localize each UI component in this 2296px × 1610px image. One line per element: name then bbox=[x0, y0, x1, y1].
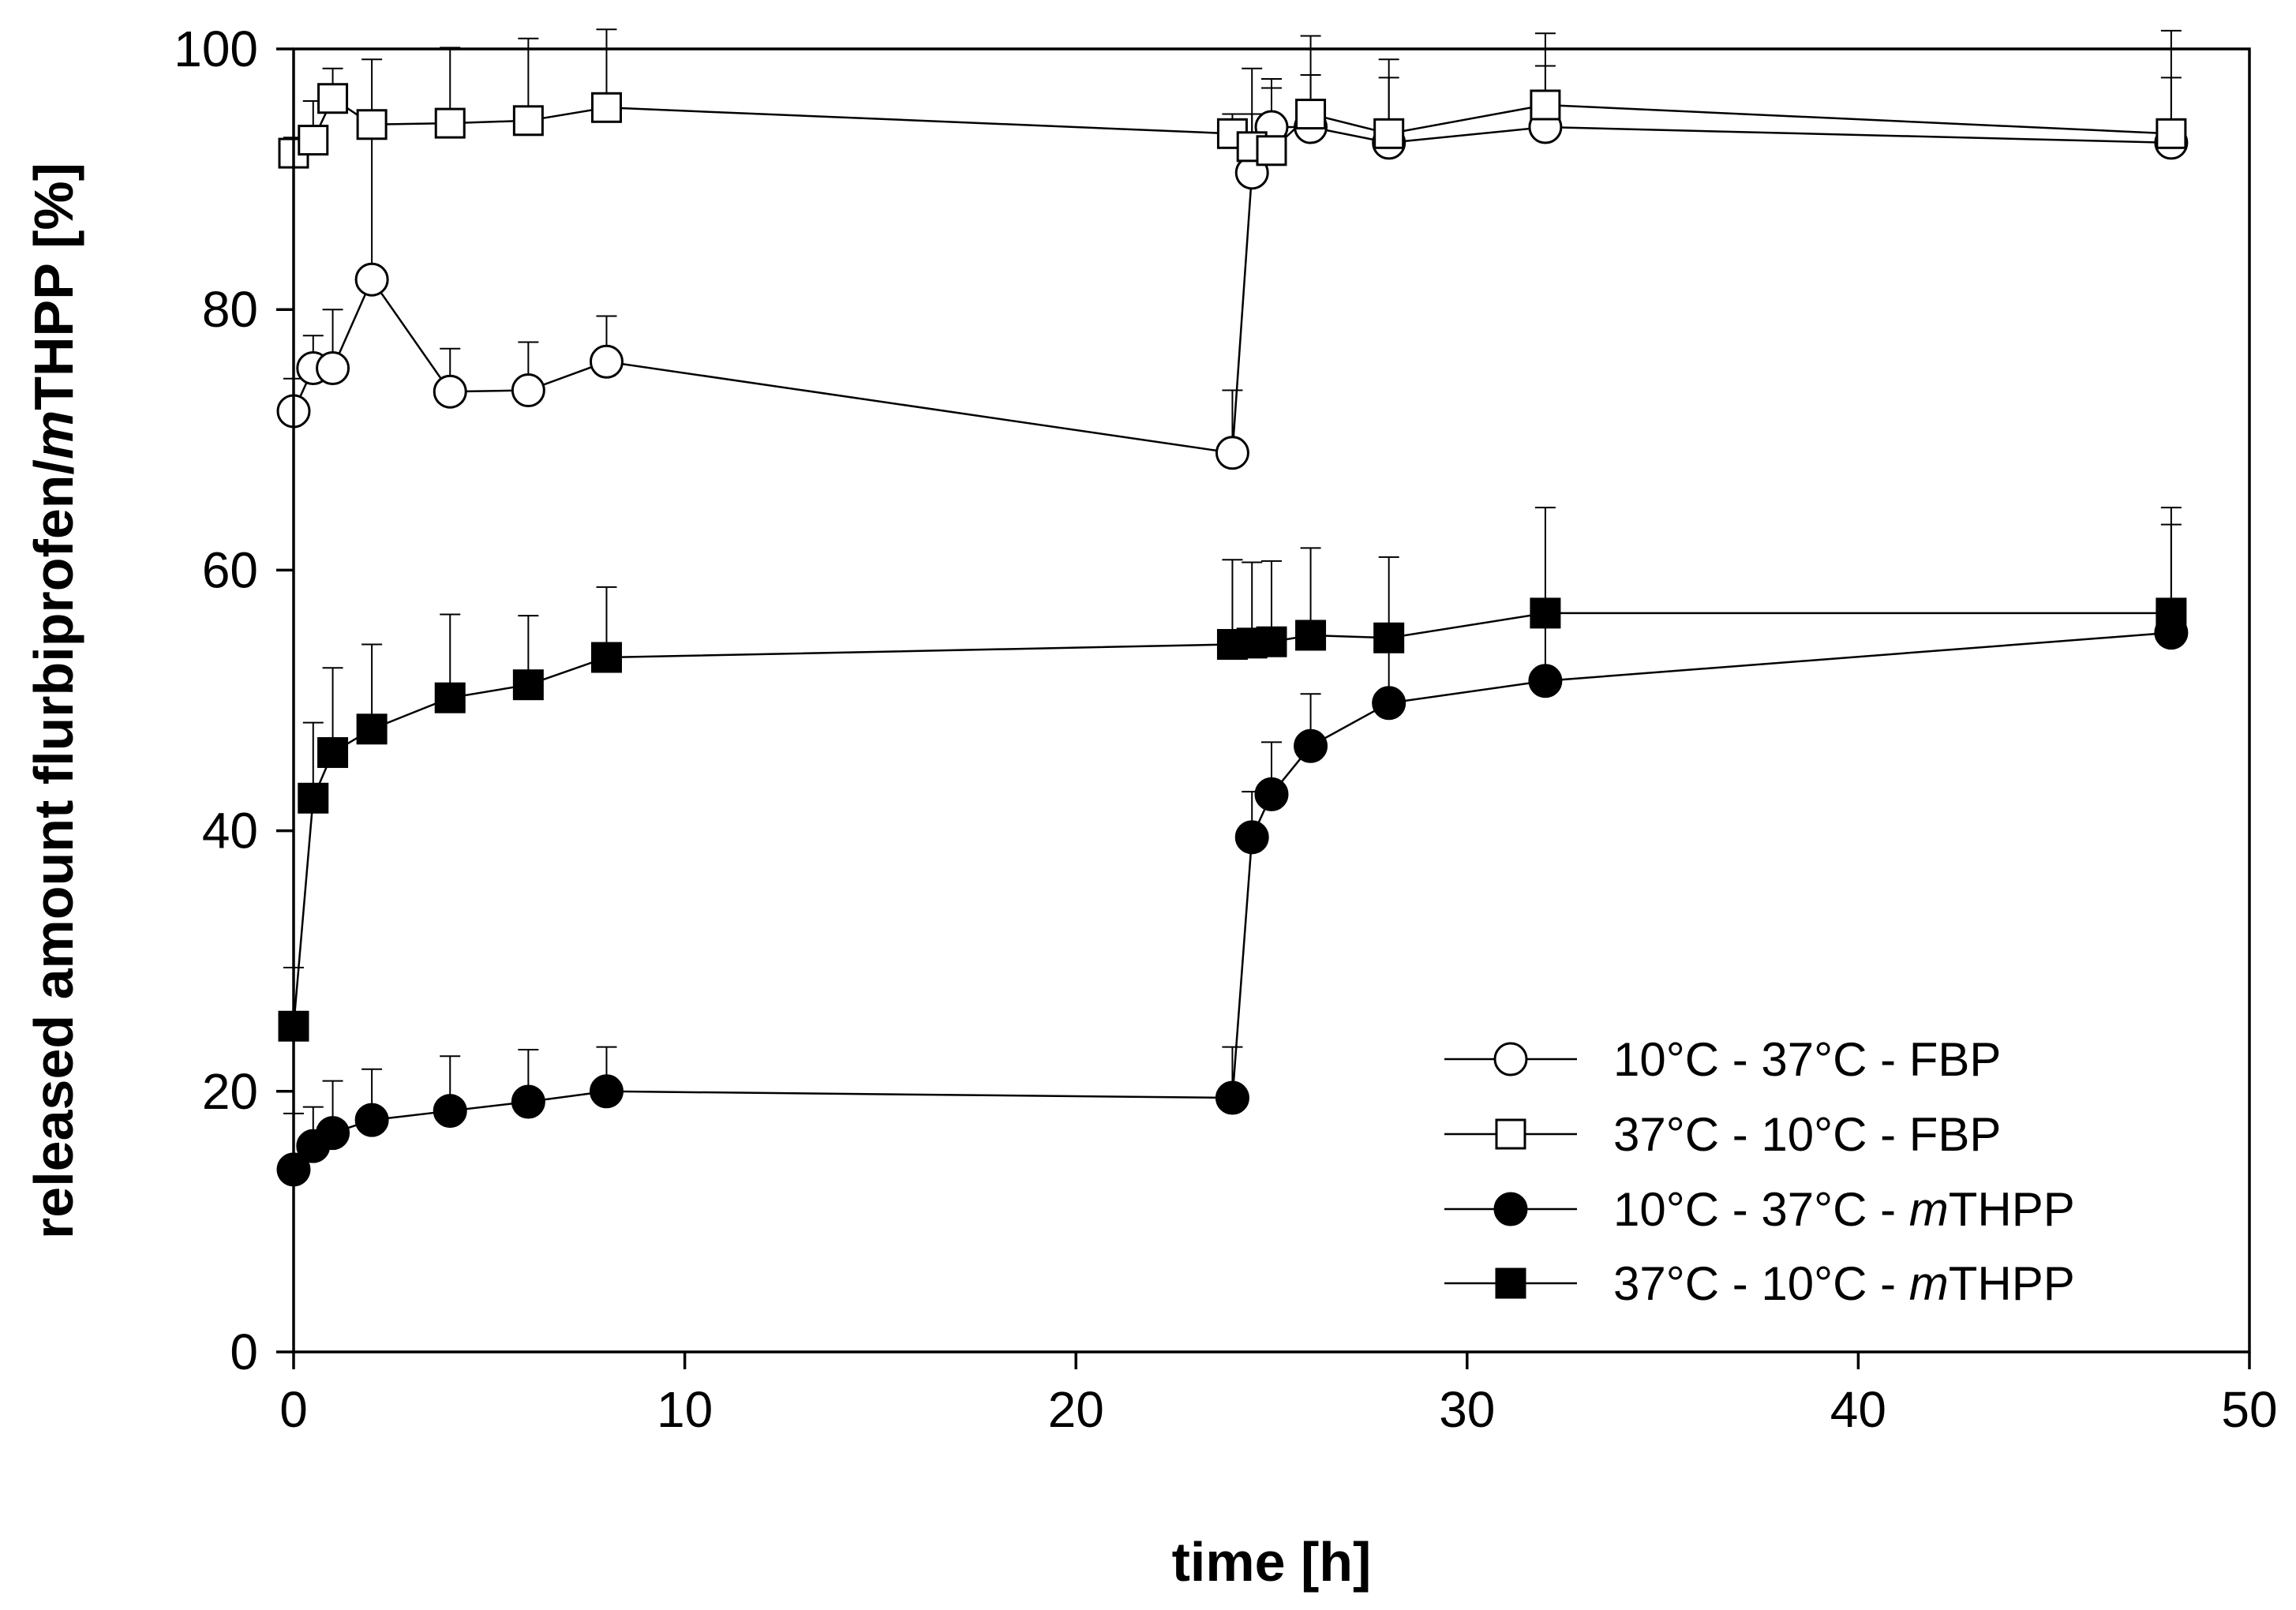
y-tick-label: 100 bbox=[174, 21, 258, 77]
legend-marker-circle-open bbox=[1493, 1042, 1528, 1076]
data-point-square-filled bbox=[1530, 597, 1561, 629]
y-tick-label: 20 bbox=[202, 1063, 258, 1120]
legend-label-part: 37°C - 10°C - bbox=[1613, 1257, 1909, 1310]
data-point-square-filled bbox=[298, 782, 329, 814]
y-tick-label: 0 bbox=[230, 1324, 258, 1380]
data-point-circle-open bbox=[511, 373, 545, 408]
legend-label: 37°C - 10°C - FBP bbox=[1613, 1108, 2001, 1161]
data-point-circle-filled bbox=[1254, 777, 1289, 811]
data-point-circle-filled bbox=[354, 1103, 389, 1137]
data-point-circle-open bbox=[354, 262, 389, 297]
legend-label: 10°C - 37°C - mTHPP bbox=[1613, 1183, 2075, 1236]
data-point-square-open bbox=[434, 107, 466, 139]
data-point-square-open bbox=[1530, 89, 1561, 121]
data-point-square-open bbox=[317, 83, 349, 114]
axes-layer: 0 10 20 30 40 50 0 20 40 60 80 100 bbox=[174, 21, 2277, 1438]
legend-label-part: 37°C - 10°C - FBP bbox=[1613, 1108, 2001, 1161]
data-point-circle-filled bbox=[589, 1074, 624, 1109]
data-point-square-open bbox=[356, 109, 388, 140]
data-point-square-filled bbox=[317, 737, 349, 769]
data-point-square-filled bbox=[1295, 620, 1327, 651]
data-point-square-filled bbox=[512, 669, 544, 701]
data-point-square-filled bbox=[2156, 597, 2187, 629]
data-point-circle-filled bbox=[1528, 664, 1563, 698]
y-tick-label: 60 bbox=[202, 541, 258, 598]
x-tick-label: 10 bbox=[657, 1381, 713, 1438]
legend-label-part: m bbox=[1909, 1183, 1949, 1236]
data-point-square-filled bbox=[1373, 622, 1405, 653]
data-point-square-filled bbox=[356, 713, 388, 745]
data-point-circle-filled bbox=[433, 1094, 467, 1129]
legend-label-part: 10°C - 37°C - bbox=[1613, 1183, 1909, 1236]
data-point-circle-filled bbox=[1234, 820, 1269, 855]
data-point-circle-open bbox=[1215, 436, 1249, 470]
y-axis-title-part: THPP [%] bbox=[23, 163, 84, 410]
y-axis-title: released amount flurbiprofen/mTHPP [%] bbox=[23, 163, 84, 1239]
data-point-square-filled bbox=[590, 642, 622, 673]
legend-label-part: 10°C - 37°C - FBP bbox=[1613, 1033, 2001, 1086]
y-tick-label: 40 bbox=[202, 803, 258, 859]
data-point-square-open bbox=[1373, 118, 1405, 149]
data-point-square-open bbox=[1256, 135, 1287, 167]
data-point-circle-open bbox=[589, 344, 624, 379]
data-point-square-open bbox=[298, 125, 329, 156]
legend-marker-circle-filled bbox=[1493, 1192, 1528, 1226]
legend-label-part: m bbox=[1909, 1257, 1949, 1310]
data-point-square-open bbox=[590, 92, 622, 123]
x-tick-label: 50 bbox=[2221, 1381, 2277, 1438]
data-point-square-open bbox=[1295, 99, 1327, 130]
data-point-circle-filled bbox=[1372, 686, 1406, 721]
y-tick-label: 80 bbox=[202, 281, 258, 338]
data-point-square-filled bbox=[434, 682, 466, 713]
x-tick-label: 20 bbox=[1048, 1381, 1104, 1438]
x-tick-label: 30 bbox=[1439, 1381, 1495, 1438]
legend: 10°C - 37°C - FBP 37°C - 10°C - FBP 10°C -… bbox=[1444, 1033, 2075, 1310]
data-point-square-open bbox=[512, 105, 544, 137]
data-point-circle-open bbox=[433, 374, 467, 409]
data-point-circle-filled bbox=[316, 1116, 350, 1151]
data-point-square-filled bbox=[1256, 626, 1287, 657]
legend-label-part: THPP bbox=[1949, 1183, 2075, 1236]
legend-marker-square-open bbox=[1495, 1118, 1526, 1150]
legend-label-part: THPP bbox=[1949, 1257, 2075, 1310]
legend-label: 37°C - 10°C - mTHPP bbox=[1613, 1257, 2075, 1310]
x-tick-label: 0 bbox=[279, 1381, 308, 1438]
plot-frame bbox=[292, 47, 2251, 1354]
data-point-square-open bbox=[2156, 118, 2187, 149]
data-point-circle-filled bbox=[1294, 728, 1328, 763]
data-point-circle-open bbox=[316, 350, 350, 385]
data-point-circle-filled bbox=[1215, 1080, 1249, 1115]
legend-marker-square-filled bbox=[1495, 1267, 1526, 1299]
data-point-circle-filled bbox=[511, 1084, 545, 1119]
y-axis-title-part: released amount flurbiprofen/ bbox=[23, 459, 84, 1239]
x-axis-title: time [h] bbox=[1172, 1531, 1372, 1593]
legend-label: 10°C - 37°C - FBP bbox=[1613, 1033, 2001, 1086]
y-axis-title-part: m bbox=[23, 410, 84, 459]
x-tick-label: 40 bbox=[1830, 1381, 1886, 1438]
